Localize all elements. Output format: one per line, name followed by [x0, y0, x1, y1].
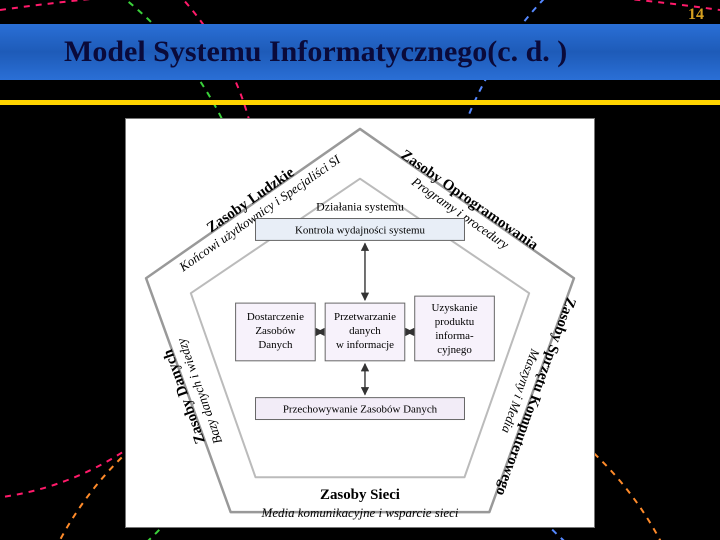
- box-right: Uzyskanie produktu informa- cyjnego: [415, 296, 495, 361]
- svg-text:Danych: Danych: [258, 339, 293, 351]
- svg-text:Uzyskanie: Uzyskanie: [431, 302, 477, 314]
- slide-title: Model Systemu Informatycznego(c. d. ): [64, 35, 567, 69]
- diagram-heading: Działania systemu: [316, 200, 404, 214]
- svg-text:produktu: produktu: [435, 316, 475, 328]
- title-bar: Model Systemu Informatycznego(c. d. ): [0, 24, 720, 80]
- box-bottom: Przechowywanie Zasobów Danych: [256, 398, 465, 420]
- svg-text:cyjnego: cyjnego: [437, 344, 472, 356]
- svg-text:danych: danych: [349, 325, 381, 337]
- svg-text:Zasobów: Zasobów: [255, 325, 295, 337]
- page-number: 14: [688, 6, 704, 24]
- edge-label-bottom: Zasoby Sieci: [320, 487, 400, 503]
- box-center: Przetwarzanie danych w informacje: [325, 303, 405, 361]
- svg-text:Kontrola wydajności systemu: Kontrola wydajności systemu: [295, 224, 426, 236]
- box-top: Kontrola wydajności systemu: [256, 219, 465, 241]
- pentagon-diagram: Zasoby Ludzkie Końcowi użytkownicy i Spe…: [125, 118, 595, 528]
- svg-text:informa-: informa-: [435, 330, 474, 342]
- svg-text:w informacje: w informacje: [336, 339, 394, 351]
- edge-sublabel-bottom: Media komunikacyjne i wsparcie sieci: [261, 505, 459, 520]
- edge-label-right: Zasoby Sprzętu Komputerowego: [492, 295, 578, 497]
- svg-text:Dostarczenie: Dostarczenie: [247, 311, 304, 323]
- box-left: Dostarczenie Zasobów Danych: [236, 303, 316, 361]
- title-underline: [0, 100, 720, 105]
- svg-text:Przetwarzanie: Przetwarzanie: [334, 311, 396, 323]
- svg-text:Przechowywanie Zasobów Danych: Przechowywanie Zasobów Danych: [283, 404, 438, 416]
